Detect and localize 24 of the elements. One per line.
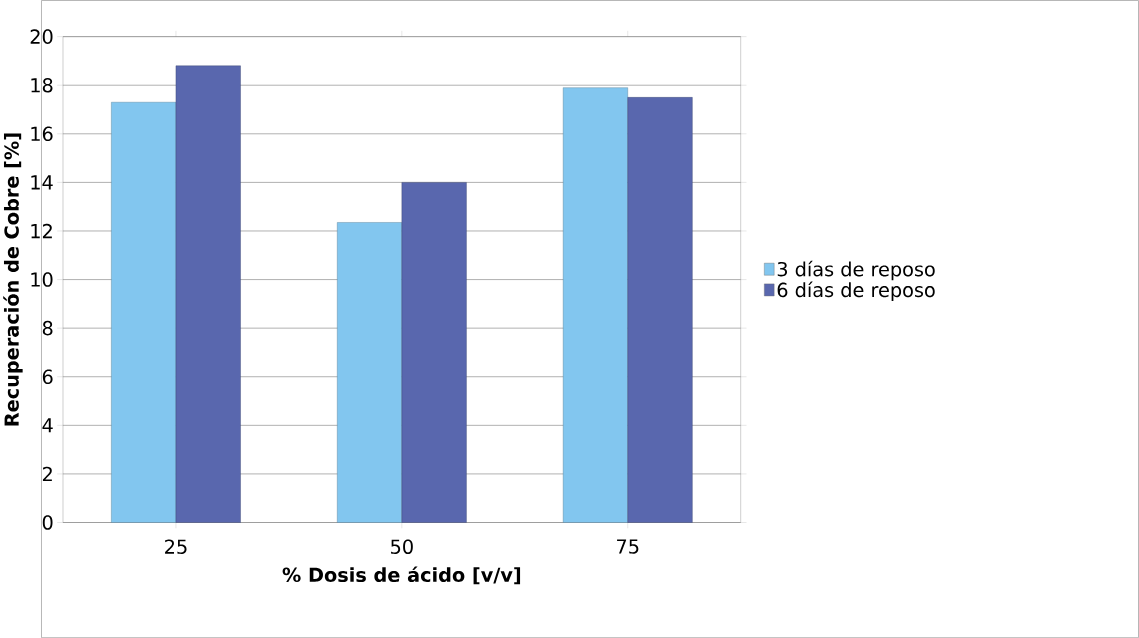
y-tick-label: 4 — [42, 418, 53, 433]
bar — [627, 97, 693, 523]
bar — [562, 87, 628, 523]
y-tick-label: 20 — [30, 29, 53, 44]
y-tick-label: 2 — [42, 466, 52, 481]
bar — [175, 65, 241, 523]
bar — [111, 101, 177, 523]
y-tick-label: 6 — [42, 369, 53, 384]
y-tick-label: 14 — [31, 175, 53, 190]
legend-label: 6 días de reposo — [777, 281, 935, 301]
x-axis-title: % Dosis de ácido [v/v] — [282, 566, 521, 585]
x-tick-label: 50 — [391, 539, 413, 554]
y-tick-label: 0 — [42, 515, 53, 530]
y-tick-label: 10 — [31, 272, 53, 287]
y-tick-label: 8 — [42, 320, 53, 336]
x-tick-label: 75 — [617, 539, 639, 554]
y-tick-label: 18 — [31, 77, 53, 93]
legend-label: 3 días de reposo — [777, 260, 935, 281]
y-tick-label: 12 — [31, 223, 52, 239]
y-axis-title: Recuperación de Cobre [%] — [3, 133, 23, 426]
bar — [401, 182, 467, 523]
bar — [337, 222, 403, 523]
y-tick-label: 16 — [31, 126, 53, 141]
x-tick-label: 25 — [165, 539, 187, 554]
